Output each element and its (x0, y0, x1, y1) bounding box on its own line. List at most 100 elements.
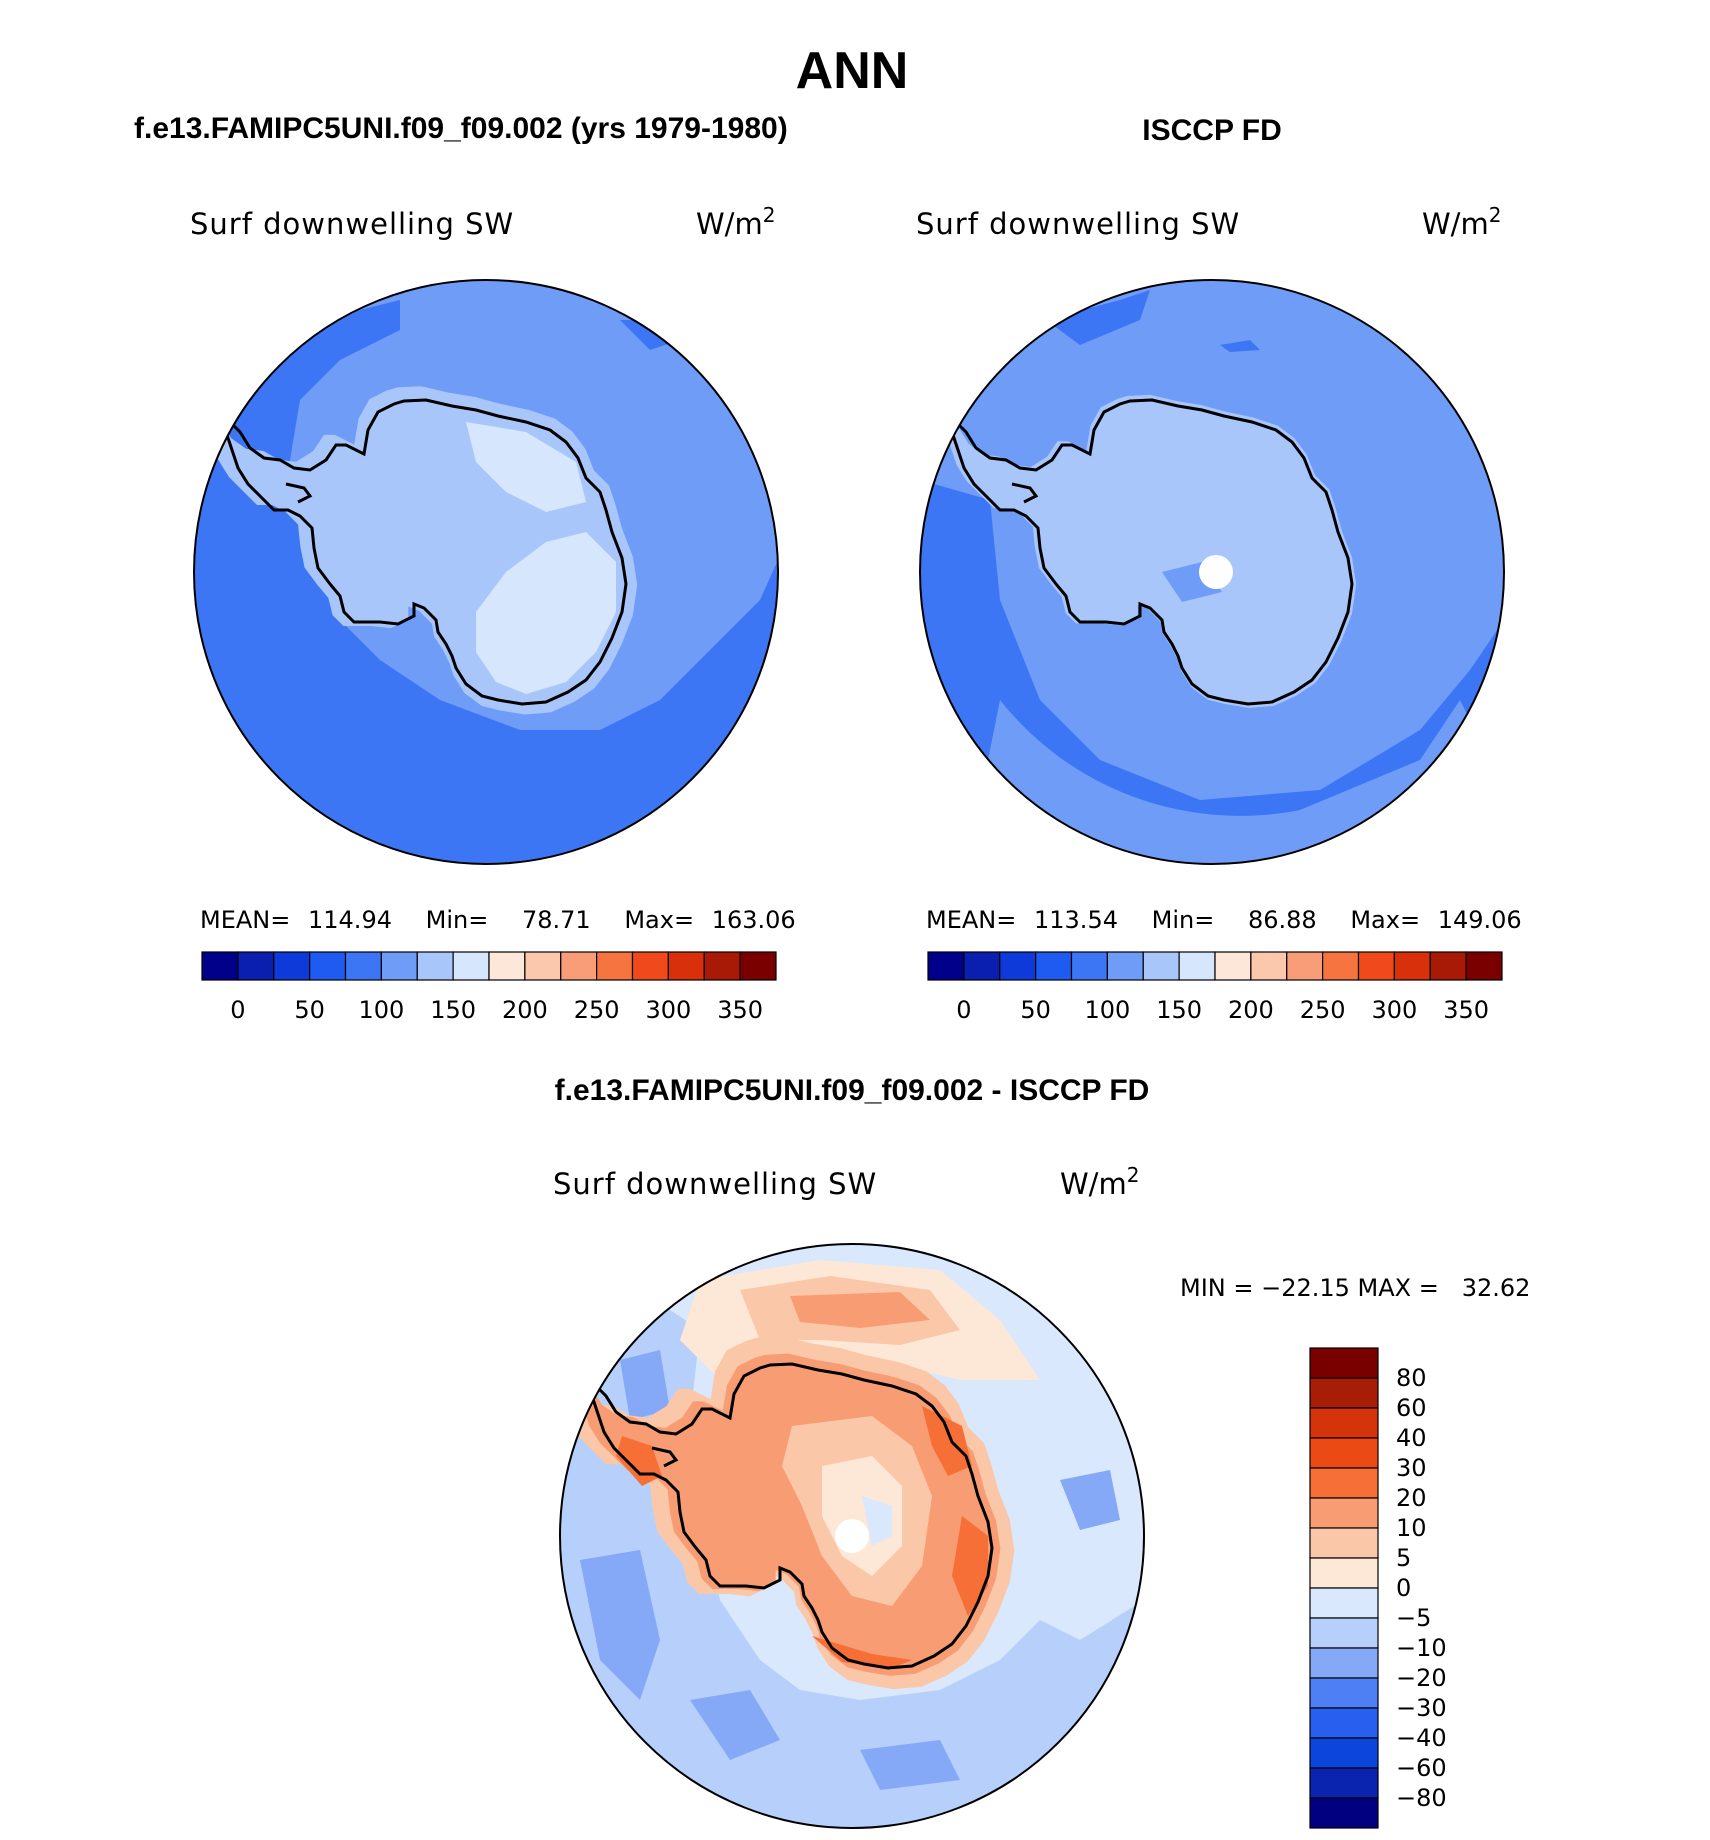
diff-polar-map (560, 1244, 1144, 1828)
model-colorbar-box (739, 951, 777, 981)
diff-colorbar-tick-label: −40 (1396, 1724, 1447, 1752)
model-colorbar-box (631, 951, 669, 981)
obs-stats: MEAN= 113.54 Min= 86.88 Max= 149.06 (926, 906, 1522, 934)
obs-min-value: 86.88 (1248, 906, 1317, 934)
obs-colorbar-box (1393, 951, 1431, 981)
diff-colorbar-box (1309, 1347, 1379, 1379)
diff-colorbar-box (1309, 1437, 1379, 1469)
obs-colorbar-tick-label: 200 (1228, 996, 1274, 1024)
model-colorbar-box (237, 951, 275, 981)
diff-colorbar-box (1309, 1467, 1379, 1499)
model-colorbar-tick-label: 250 (574, 996, 620, 1024)
obs-colorbar-box (1214, 951, 1252, 981)
diff-colorbar (1309, 1347, 1379, 1829)
model-max-label: Max= (624, 906, 694, 934)
obs-colorbar-box (1106, 951, 1144, 981)
figure-title: ANN (796, 42, 909, 100)
model-colorbar-box (380, 951, 418, 981)
obs-colorbar-box (1357, 951, 1395, 981)
diff-colorbar-tick-label: −20 (1396, 1664, 1447, 1692)
obs-colorbar-tick-label: 50 (1020, 996, 1051, 1024)
diff-units-base: W/m (1060, 1167, 1127, 1201)
obs-colorbar-box (1429, 951, 1467, 981)
obs-mean-value: 113.54 (1034, 906, 1118, 934)
model-max-value: 163.06 (712, 906, 796, 934)
diff-colorbar-box (1309, 1617, 1379, 1649)
model-colorbar-box (560, 951, 598, 981)
diff-colorbar-box (1309, 1407, 1379, 1439)
model-colorbar-box (488, 951, 526, 981)
obs-colorbar (927, 951, 1503, 981)
model-units: W/m2 (696, 203, 775, 241)
diff-colorbar-tick-label: −10 (1396, 1634, 1447, 1662)
model-units-base: W/m (696, 207, 763, 241)
diff-map-outline (559, 1243, 1145, 1829)
obs-colorbar-tick-label: 350 (1443, 996, 1489, 1024)
obs-colorbar-box (927, 951, 965, 981)
diff-colorbar-box (1309, 1707, 1379, 1739)
obs-colorbar-tick-label: 0 (956, 996, 971, 1024)
obs-variable-title: Surf downwelling SW (916, 207, 1240, 241)
obs-map-outline (919, 279, 1505, 865)
model-variable-title: Surf downwelling SW (190, 207, 514, 241)
model-min-label: Min= (426, 906, 489, 934)
obs-panel: ISCCP FD Surf downwelling SW W/m2 MEAN= … (916, 114, 1522, 1024)
model-colorbar-box (703, 951, 741, 981)
obs-colorbar-tick-label: 300 (1371, 996, 1417, 1024)
obs-colorbar-tick-label: 250 (1300, 996, 1346, 1024)
diff-colorbar-tick-label: 20 (1396, 1484, 1427, 1512)
model-colorbar-tick-label: 100 (358, 996, 404, 1024)
model-colorbar-box (273, 951, 311, 981)
diff-stats: MIN = −22.15 MAX = 32.62 (1180, 1274, 1530, 1302)
model-case-title: f.e13.FAMIPC5UNI.f09_f09.002 (yrs 1979-1… (134, 112, 788, 145)
diff-colorbar-box (1309, 1737, 1379, 1769)
model-colorbar-box (309, 951, 347, 981)
obs-polar-map (920, 280, 1504, 864)
model-min-value: 78.71 (522, 906, 591, 934)
model-mean-label: MEAN= (200, 906, 290, 934)
model-colorbar-box (416, 951, 454, 981)
diff-colorbar-tick-label: −30 (1396, 1694, 1447, 1722)
obs-colorbar-box (963, 951, 1001, 981)
model-colorbar-box (596, 951, 634, 981)
diff-colorbar-box (1309, 1377, 1379, 1409)
obs-colorbar-box (1035, 951, 1073, 981)
obs-max-label: Max= (1350, 906, 1420, 934)
model-map-outline (193, 279, 779, 865)
diff-colorbar-box (1309, 1587, 1379, 1619)
diff-colorbar-tick-label: 5 (1396, 1544, 1411, 1572)
diff-colorbar-tick-label: 10 (1396, 1514, 1427, 1542)
model-panel: f.e13.FAMIPC5UNI.f09_f09.002 (yrs 1979-1… (134, 112, 796, 1024)
diff-colorbar-box (1309, 1767, 1379, 1799)
obs-max-value: 149.06 (1438, 906, 1522, 934)
obs-colorbar-box (1250, 951, 1288, 981)
model-stats: MEAN= 114.94 Min= 78.71 Max= 163.06 (200, 906, 796, 934)
model-colorbar-box (667, 951, 705, 981)
diff-case-title: f.e13.FAMIPC5UNI.f09_f09.002 - ISCCP FD (555, 1074, 1150, 1107)
obs-colorbar-ticks: 0 50 100 150 200 250 300 350 (956, 996, 1489, 1024)
diff-colorbar-box (1309, 1797, 1379, 1829)
model-colorbar-tick-label: 150 (430, 996, 476, 1024)
diff-colorbar-box (1309, 1527, 1379, 1559)
model-polar-map (194, 280, 778, 864)
obs-colorbar-box (1286, 951, 1324, 981)
diff-colorbar-tick-label: −5 (1396, 1604, 1431, 1632)
model-colorbar-box (201, 951, 239, 981)
diff-colorbar-tick-label: 30 (1396, 1454, 1427, 1482)
model-colorbar-ticks: 0 50 100 150 200 250 300 350 (230, 996, 763, 1024)
model-colorbar-tick-label: 350 (717, 996, 763, 1024)
diff-colorbar-tick-label: 80 (1396, 1364, 1427, 1392)
obs-colorbar-box (1142, 951, 1180, 981)
model-colorbar-box (344, 951, 382, 981)
obs-colorbar-box (1070, 951, 1108, 981)
obs-colorbar-box (999, 951, 1037, 981)
diff-colorbar-box (1309, 1677, 1379, 1709)
diff-panel: f.e13.FAMIPC5UNI.f09_f09.002 - ISCCP FD … (553, 1074, 1530, 1829)
diff-colorbar-tick-label: 0 (1396, 1574, 1411, 1602)
obs-case-title: ISCCP FD (1142, 114, 1281, 147)
model-colorbar-tick-label: 200 (502, 996, 548, 1024)
model-colorbar-tick-label: 50 (294, 996, 325, 1024)
model-colorbar-box (524, 951, 562, 981)
diff-colorbar-box (1309, 1557, 1379, 1589)
